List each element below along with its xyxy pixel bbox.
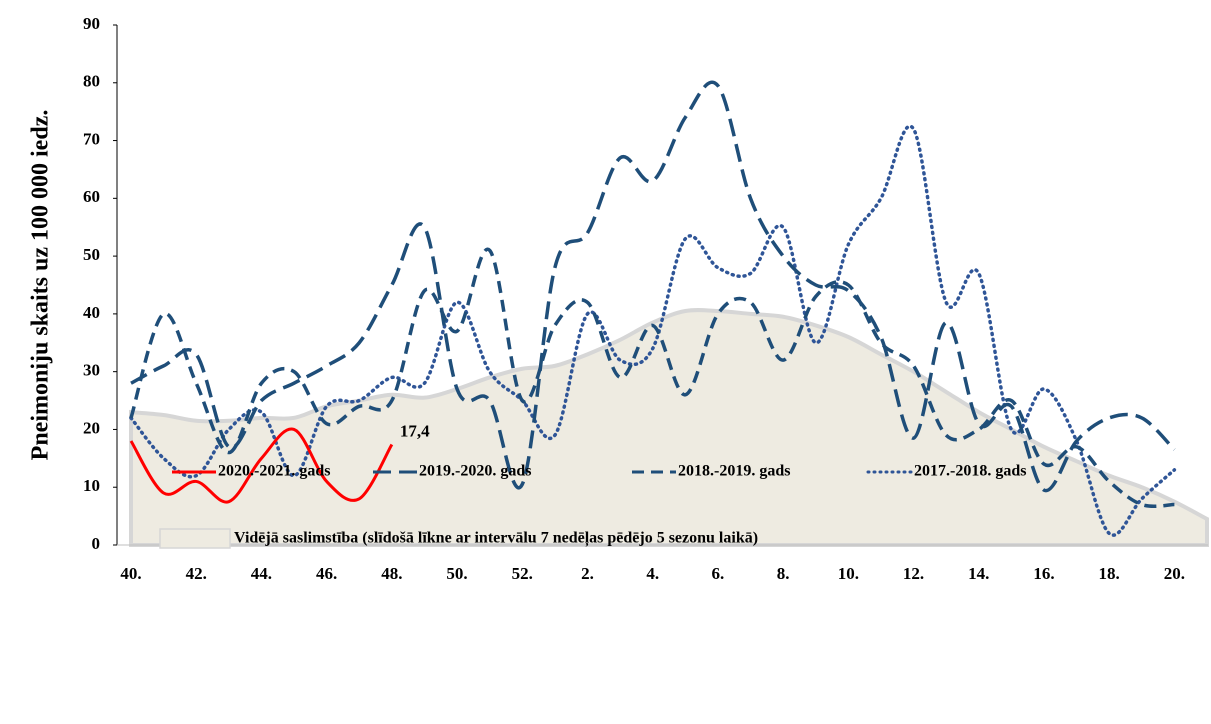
y-tick-label: 10 bbox=[83, 476, 100, 495]
legend-swatch bbox=[159, 528, 231, 549]
y-axis-title: Pneimoniju skaits uz 100 000 iedz. bbox=[28, 110, 54, 461]
line bbox=[129, 427, 394, 504]
line bbox=[129, 247, 1175, 508]
y-tick-label: 80 bbox=[83, 72, 100, 91]
x-tick-label: 42. bbox=[186, 564, 207, 583]
area bbox=[129, 308, 1209, 547]
y-tick-label: 30 bbox=[83, 361, 100, 380]
data-label: 17,4 bbox=[400, 421, 430, 440]
y-tick-label: 40 bbox=[83, 303, 100, 322]
x-tick-label: 18. bbox=[1099, 564, 1120, 583]
line bbox=[129, 124, 1177, 537]
x-tick-label: 16. bbox=[1033, 564, 1054, 583]
x-tick-label: 50. bbox=[446, 564, 467, 583]
legend-label: 2017.-2018. gads bbox=[914, 463, 1026, 480]
x-tick-label: 6. bbox=[712, 564, 725, 583]
x-tick-label: 12. bbox=[903, 564, 924, 583]
x-tick-label: 46. bbox=[316, 564, 337, 583]
y-tick-label: 60 bbox=[83, 187, 100, 206]
x-tick-label: 20. bbox=[1164, 564, 1185, 583]
x-tick-label: 2. bbox=[581, 564, 594, 583]
x-tick-label: 14. bbox=[968, 564, 989, 583]
y-tick-label: 20 bbox=[83, 418, 100, 437]
y-tick-label: 90 bbox=[83, 14, 100, 33]
line bbox=[130, 80, 1176, 493]
legend-label: 2020.-2021. gads bbox=[218, 463, 330, 480]
x-tick-label: 8. bbox=[777, 564, 790, 583]
legend-label: 2018.-2019. gads bbox=[678, 463, 790, 480]
y-tick-label: 0 bbox=[92, 534, 101, 553]
x-tick-label: 48. bbox=[381, 564, 402, 583]
x-tick-label: 52. bbox=[512, 564, 533, 583]
legend-label: Vidējā saslimstība (slīdošā līkne ar int… bbox=[234, 530, 758, 548]
x-tick-label: 10. bbox=[838, 564, 859, 583]
y-tick-label: 70 bbox=[83, 129, 100, 148]
legend-label: 2019.-2020. gads bbox=[419, 463, 531, 480]
x-tick-label: 44. bbox=[251, 564, 272, 583]
y-tick-label: 50 bbox=[83, 245, 100, 264]
x-tick-label: 40. bbox=[120, 564, 141, 583]
x-tick-label: 4. bbox=[646, 564, 659, 583]
